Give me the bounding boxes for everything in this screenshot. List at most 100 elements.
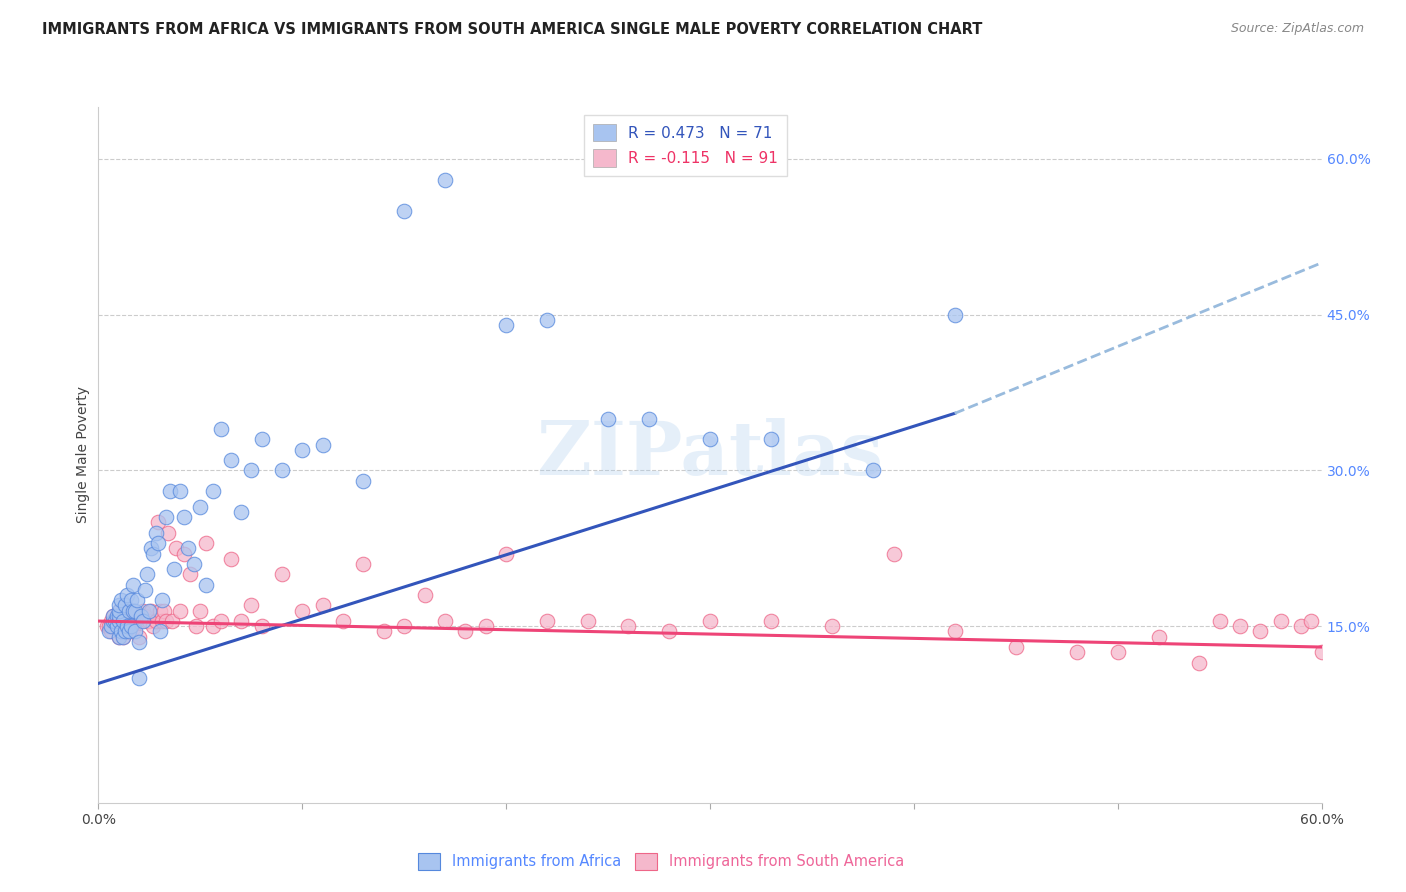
Point [122, 604, 145, 618]
Point [231, 614, 253, 628]
Point [352, 557, 374, 571]
Point [1107, 645, 1129, 659]
Point [128, 671, 150, 685]
Point [183, 557, 205, 571]
Point [120, 593, 142, 607]
Point [115, 619, 138, 633]
Point [129, 614, 152, 628]
Point [761, 614, 783, 628]
Point [108, 608, 131, 623]
Point [943, 308, 966, 322]
Point [132, 604, 155, 618]
Point [536, 313, 558, 327]
Point [638, 411, 661, 425]
Point [108, 599, 131, 613]
Point [146, 536, 169, 550]
Point [160, 614, 183, 628]
Point [1291, 619, 1313, 633]
Point [101, 608, 124, 623]
Point [156, 525, 179, 540]
Point [127, 614, 149, 628]
Point [332, 614, 354, 628]
Point [110, 624, 132, 639]
Point [96, 619, 118, 633]
Point [1209, 614, 1232, 628]
Point [165, 541, 187, 556]
Point [188, 604, 212, 618]
Point [145, 525, 167, 540]
Point [124, 604, 146, 618]
Point [883, 547, 905, 561]
Point [101, 608, 124, 623]
Point [155, 614, 177, 628]
Point [454, 624, 477, 639]
Point [163, 562, 186, 576]
Point [352, 474, 374, 488]
Point [111, 608, 134, 623]
Point [201, 484, 224, 499]
Point [118, 614, 141, 628]
Point [1270, 614, 1292, 628]
Point [495, 547, 517, 561]
Point [250, 619, 273, 633]
Point [104, 614, 127, 628]
Point [97, 619, 120, 633]
Point [132, 614, 155, 628]
Y-axis label: Single Male Poverty: Single Male Poverty [76, 386, 90, 524]
Point [240, 599, 263, 613]
Point [128, 635, 150, 649]
Point [100, 614, 122, 628]
Point [576, 614, 599, 628]
Point [179, 567, 201, 582]
Point [104, 619, 127, 633]
Point [291, 604, 314, 618]
Point [186, 619, 208, 633]
Point [155, 510, 177, 524]
Point [1004, 640, 1026, 654]
Point [114, 614, 136, 628]
Point [127, 593, 149, 607]
Point [115, 604, 138, 618]
Point [658, 624, 681, 639]
Point [114, 624, 136, 639]
Point [173, 547, 195, 561]
Point [115, 588, 138, 602]
Point [101, 619, 124, 633]
Point [105, 608, 128, 623]
Point [110, 593, 132, 607]
Point [145, 614, 167, 628]
Point [105, 619, 128, 633]
Point [219, 551, 242, 566]
Point [120, 604, 142, 618]
Point [105, 608, 128, 623]
Text: ZIPatlas: ZIPatlas [537, 418, 883, 491]
Point [100, 624, 122, 639]
Point [141, 604, 163, 618]
Point [108, 608, 131, 623]
Point [104, 614, 127, 628]
Point [699, 614, 721, 628]
Point [270, 567, 294, 582]
Point [1310, 645, 1333, 659]
Point [108, 630, 131, 644]
Point [240, 463, 263, 477]
Point [373, 624, 395, 639]
Point [1147, 630, 1170, 644]
Point [943, 624, 966, 639]
Point [120, 619, 142, 633]
Point [105, 619, 128, 633]
Point [141, 541, 163, 556]
Point [761, 433, 783, 447]
Point [413, 588, 436, 602]
Point [122, 578, 145, 592]
Point [146, 516, 169, 530]
Point [617, 619, 640, 633]
Point [138, 604, 160, 618]
Point [124, 614, 146, 628]
Point [120, 619, 142, 633]
Point [138, 614, 160, 628]
Point [821, 619, 844, 633]
Point [111, 630, 134, 644]
Point [536, 614, 558, 628]
Point [101, 614, 124, 628]
